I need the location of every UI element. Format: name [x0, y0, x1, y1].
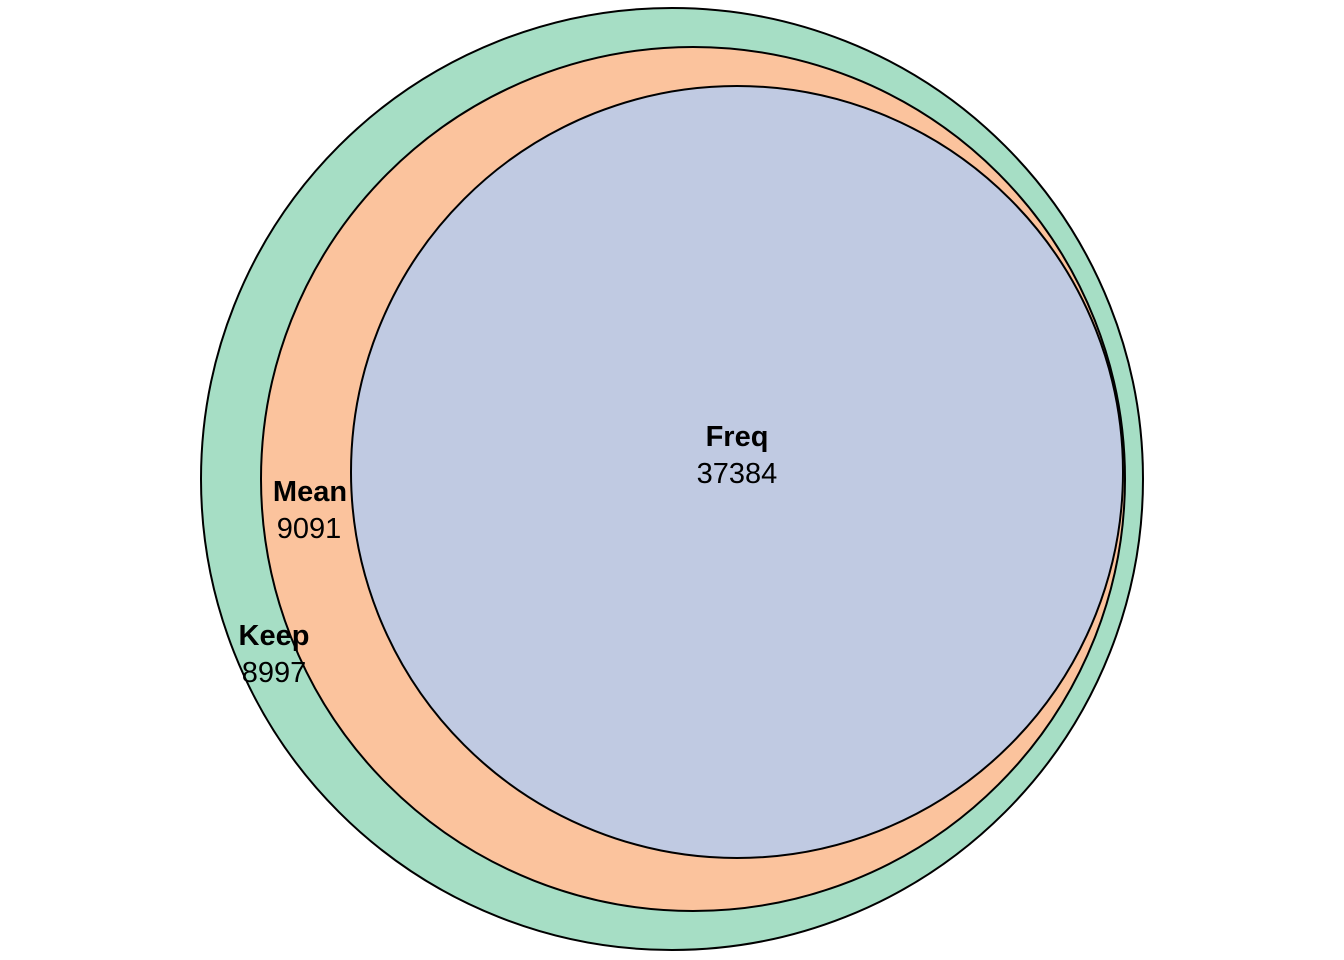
set-region-freq	[350, 85, 1124, 859]
set-count-mean: 9091	[277, 513, 342, 545]
set-label-freq: Freq	[706, 421, 769, 453]
set-count-keep: 8997	[242, 657, 307, 689]
set-count-freq: 37384	[697, 458, 778, 490]
set-label-keep: Keep	[239, 620, 310, 652]
set-label-mean: Mean	[273, 476, 347, 508]
